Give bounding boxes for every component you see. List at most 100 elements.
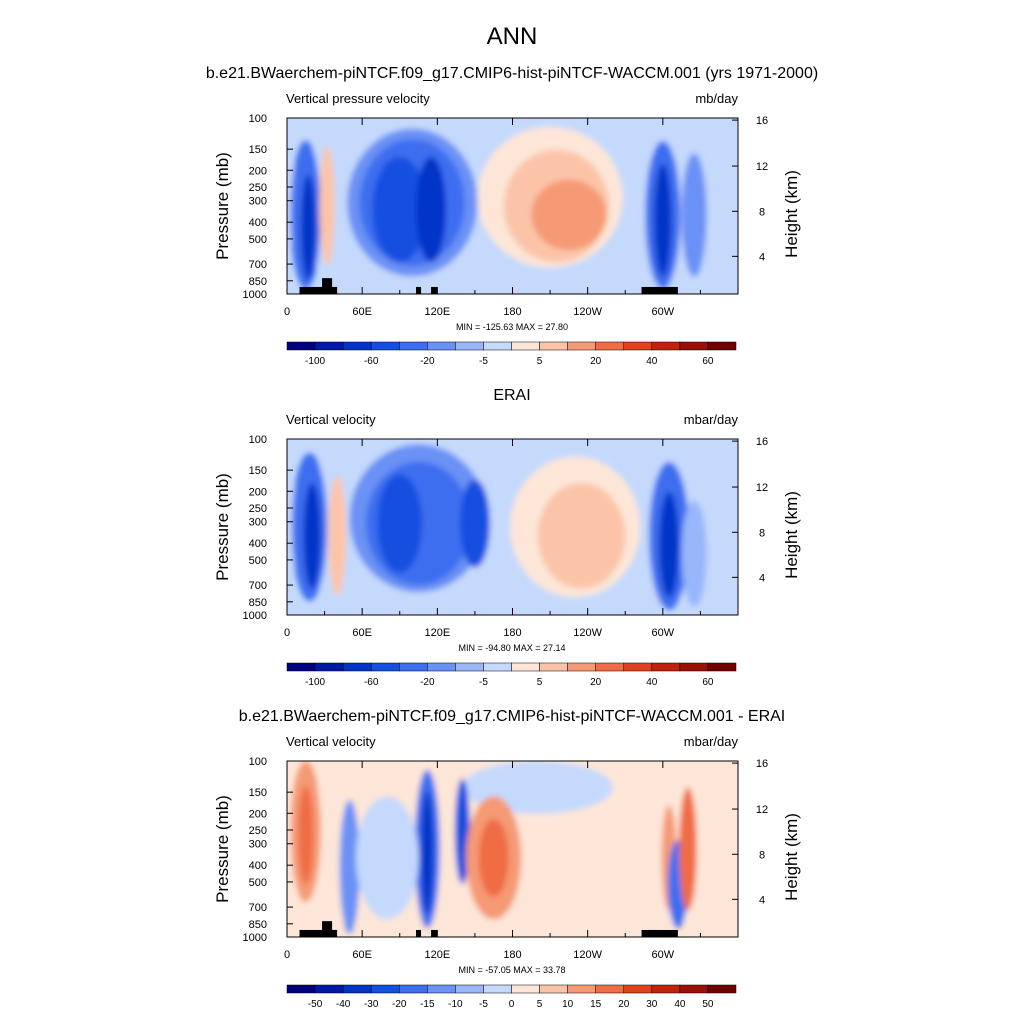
colorbar-label: -60 xyxy=(364,356,379,367)
y-tick-label: 150 xyxy=(249,144,267,156)
colorbar-label: -10 xyxy=(448,999,463,1010)
colorbar-swatch xyxy=(314,984,344,994)
colorbar-swatch xyxy=(651,341,681,351)
colorbar-swatch xyxy=(427,662,456,672)
land-mask xyxy=(416,929,422,937)
x-tick-label: 60E xyxy=(352,949,372,961)
y-tick-label: 1000 xyxy=(243,289,267,301)
contour-region xyxy=(355,796,419,920)
colorbar-swatch xyxy=(342,341,372,351)
y-tick-label: 200 xyxy=(249,808,267,820)
y2-tick-label: 4 xyxy=(759,572,765,584)
y-tick-label: 300 xyxy=(249,517,267,529)
figure-title: ANN xyxy=(487,23,538,50)
variable-label: Vertical velocity xyxy=(286,412,376,427)
colorbar-swatch xyxy=(595,341,624,351)
colorbar-swatch xyxy=(399,341,428,351)
contour-region xyxy=(659,491,680,598)
colorbar-swatch xyxy=(511,662,540,672)
colorbar-label: -40 xyxy=(336,999,351,1010)
contour-region xyxy=(654,163,672,277)
colorbar-label: 40 xyxy=(646,677,658,688)
y2-tick-label: 12 xyxy=(756,804,768,816)
y-tick-label: 300 xyxy=(249,196,267,208)
y-tick-label: 850 xyxy=(249,919,267,931)
y-tick-label: 100 xyxy=(249,113,267,125)
contour-region xyxy=(416,156,447,263)
x-tick-label: 120E xyxy=(424,949,450,961)
colorbar-swatch xyxy=(539,341,568,351)
colorbar-label: 30 xyxy=(646,999,658,1010)
colorbar-label: -15 xyxy=(420,999,435,1010)
contour-region xyxy=(537,483,626,589)
colorbar-swatch xyxy=(707,341,737,351)
contour-region xyxy=(298,785,314,885)
land-mask xyxy=(641,286,678,294)
x-tick-label: 60W xyxy=(652,627,675,639)
colorbar-swatch xyxy=(342,984,372,994)
contour-region xyxy=(681,153,707,277)
colorbar-label: 20 xyxy=(590,677,602,688)
land-mask xyxy=(322,278,333,294)
colorbar-swatch xyxy=(314,341,344,351)
x-tick-label: 120W xyxy=(573,306,602,318)
contour-field xyxy=(287,118,738,294)
contour-region xyxy=(421,790,434,915)
y-tick-label: 100 xyxy=(249,434,267,446)
contour-region xyxy=(328,475,346,596)
colorbar-swatch xyxy=(511,341,540,351)
y-tick-label: 200 xyxy=(249,165,267,177)
colorbar-label: -100 xyxy=(305,677,325,688)
x-tick-label: 120E xyxy=(424,627,450,639)
colorbar-swatch xyxy=(511,984,540,994)
y2-tick-label: 4 xyxy=(759,251,765,263)
x-tick-label: 60E xyxy=(352,627,372,639)
contour-region xyxy=(478,819,509,897)
colorbar-swatch xyxy=(623,662,653,672)
colorbar-swatch xyxy=(314,662,344,672)
colorbar-swatch xyxy=(399,984,428,994)
y-tick-label: 400 xyxy=(249,217,267,229)
y-tick-label: 700 xyxy=(249,259,267,271)
colorbar-label: 5 xyxy=(537,677,543,688)
min-max-stats: MIN = -57.05 MAX = 33.78 xyxy=(458,965,565,975)
y2-tick-label: 12 xyxy=(756,482,768,494)
colorbar-swatch xyxy=(567,662,596,672)
contour-shapes xyxy=(287,761,738,937)
colorbar-label: -50 xyxy=(308,999,323,1010)
colorbar: -50 -40 -30 -20 -15 -10 -5 0 5 10 15 20 30 40 50 xyxy=(286,984,737,1010)
panel-2: ERAI Vertical velocity mbar/day 0 60E 120E 180… xyxy=(213,387,801,688)
colorbar-label: 20 xyxy=(590,356,602,367)
colorbar-swatch xyxy=(286,662,316,672)
x-tick-label: 120E xyxy=(424,306,450,318)
colorbar-swatch xyxy=(370,662,400,672)
y-tick-label: 400 xyxy=(249,538,267,550)
units-label: mb/day xyxy=(695,91,738,106)
y-tick-label: 300 xyxy=(249,839,267,851)
land-mask xyxy=(299,286,338,294)
x-tick-label: 180 xyxy=(503,306,521,318)
colorbar-swatch xyxy=(539,984,568,994)
x-tick-label: 60W xyxy=(652,949,675,961)
y-tick-label: 200 xyxy=(249,486,267,498)
colorbar-swatch xyxy=(370,341,400,351)
contour-region xyxy=(319,146,335,266)
y-tick-label: 250 xyxy=(249,182,267,194)
colorbar-label: 60 xyxy=(702,356,714,367)
contour-region xyxy=(531,179,607,250)
colorbar-label: -20 xyxy=(420,356,435,367)
colorbar-label: 20 xyxy=(618,999,630,1010)
colorbar-label: 0 xyxy=(509,999,515,1010)
land-mask xyxy=(322,921,333,937)
x-tick-label: 120W xyxy=(573,627,602,639)
y2-axis-label: Height (km) xyxy=(782,813,801,901)
y2-tick-label: 16 xyxy=(756,115,768,127)
colorbar-swatch xyxy=(539,662,568,672)
colorbar-label: -5 xyxy=(479,677,488,688)
panel-title: b.e21.BWaerchem-piNTCF.f09_g17.CMIP6-his… xyxy=(239,708,786,725)
y2-tick-label: 16 xyxy=(756,436,768,448)
colorbar-swatch xyxy=(455,341,484,351)
colorbar-swatch xyxy=(483,341,512,351)
colorbar-label: 5 xyxy=(537,356,543,367)
